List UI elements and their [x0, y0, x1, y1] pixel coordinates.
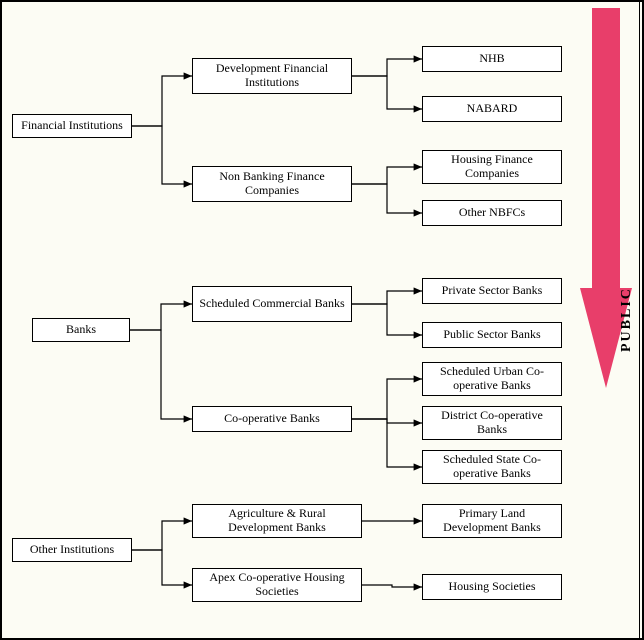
- node-hs: Housing Societies: [422, 574, 562, 600]
- node-nabard: NABARD: [422, 96, 562, 122]
- diagram-container: Financial Institutions Development Financ…: [0, 0, 644, 640]
- node-pldb: Primary Land Development Banks: [422, 504, 562, 538]
- diagram-area: Financial Institutions Development Financ…: [2, 2, 590, 638]
- node-psb-pub: Public Sector Banks: [422, 322, 562, 348]
- node-dcb: District Co-operative Banks: [422, 406, 562, 440]
- node-sscb: Scheduled State Co-operative Banks: [422, 450, 562, 484]
- node-ardb: Agriculture & Rural Development Banks: [192, 504, 362, 538]
- node-nhb: NHB: [422, 46, 562, 72]
- node-banks: Banks: [32, 318, 130, 342]
- public-label: PUBLIC: [615, 2, 640, 638]
- node-scb: Scheduled Commercial Banks: [192, 286, 352, 322]
- node-fin-inst: Financial Institutions: [12, 114, 132, 138]
- node-other: Other Institutions: [12, 538, 132, 562]
- node-apex: Apex Co-operative Housing Societies: [192, 568, 362, 602]
- node-coop: Co-operative Banks: [192, 406, 352, 432]
- node-sucb: Scheduled Urban Co-operative Banks: [422, 362, 562, 396]
- node-psb-priv: Private Sector Banks: [422, 278, 562, 304]
- node-nbfc: Non Banking Finance Companies: [192, 166, 352, 202]
- node-onbfc: Other NBFCs: [422, 200, 562, 226]
- node-dfi: Development Financial Institutions: [192, 58, 352, 94]
- node-hfc: Housing Finance Companies: [422, 150, 562, 184]
